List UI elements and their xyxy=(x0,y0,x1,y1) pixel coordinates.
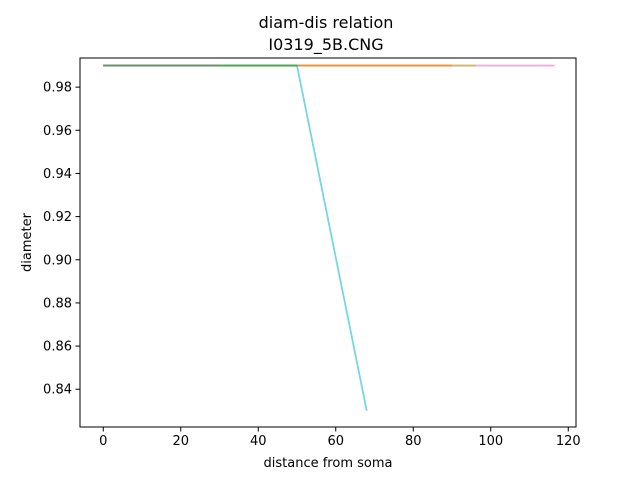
y-tick-label: 0.86 xyxy=(43,340,72,355)
chart-title-line-2: I0319_5B.CNG xyxy=(268,35,383,55)
chart-title-line-1: diam-dis relation xyxy=(259,13,394,32)
y-tick-label: 0.88 xyxy=(43,296,72,311)
x-tick-label: 0 xyxy=(99,434,107,449)
x-tick-label: 80 xyxy=(405,434,422,449)
plot-lines-layer xyxy=(103,64,555,411)
y-axis-label: diameter xyxy=(20,212,35,272)
y-tick-label: 0.92 xyxy=(43,210,72,225)
y-tick-label: 0.96 xyxy=(43,124,72,139)
y-tick-label: 0.94 xyxy=(43,167,72,182)
x-tick-label: 60 xyxy=(327,434,344,449)
y-tick-label: 0.98 xyxy=(43,81,72,96)
y-tick-label: 0.90 xyxy=(43,253,72,268)
y-tick-label: 0.84 xyxy=(43,383,72,398)
plot-frame xyxy=(79,57,577,428)
x-axis-label: distance from soma xyxy=(264,456,393,471)
x-tick-label: 120 xyxy=(556,434,581,449)
x-tick-label: 100 xyxy=(478,434,503,449)
x-tick-label: 40 xyxy=(250,434,267,449)
x-tick-label: 20 xyxy=(172,434,189,449)
ticks-layer: 0 20 40 60 80 100 120 0.84 0.86 0.88 0.90 0.92 0.94 0… xyxy=(43,81,581,449)
